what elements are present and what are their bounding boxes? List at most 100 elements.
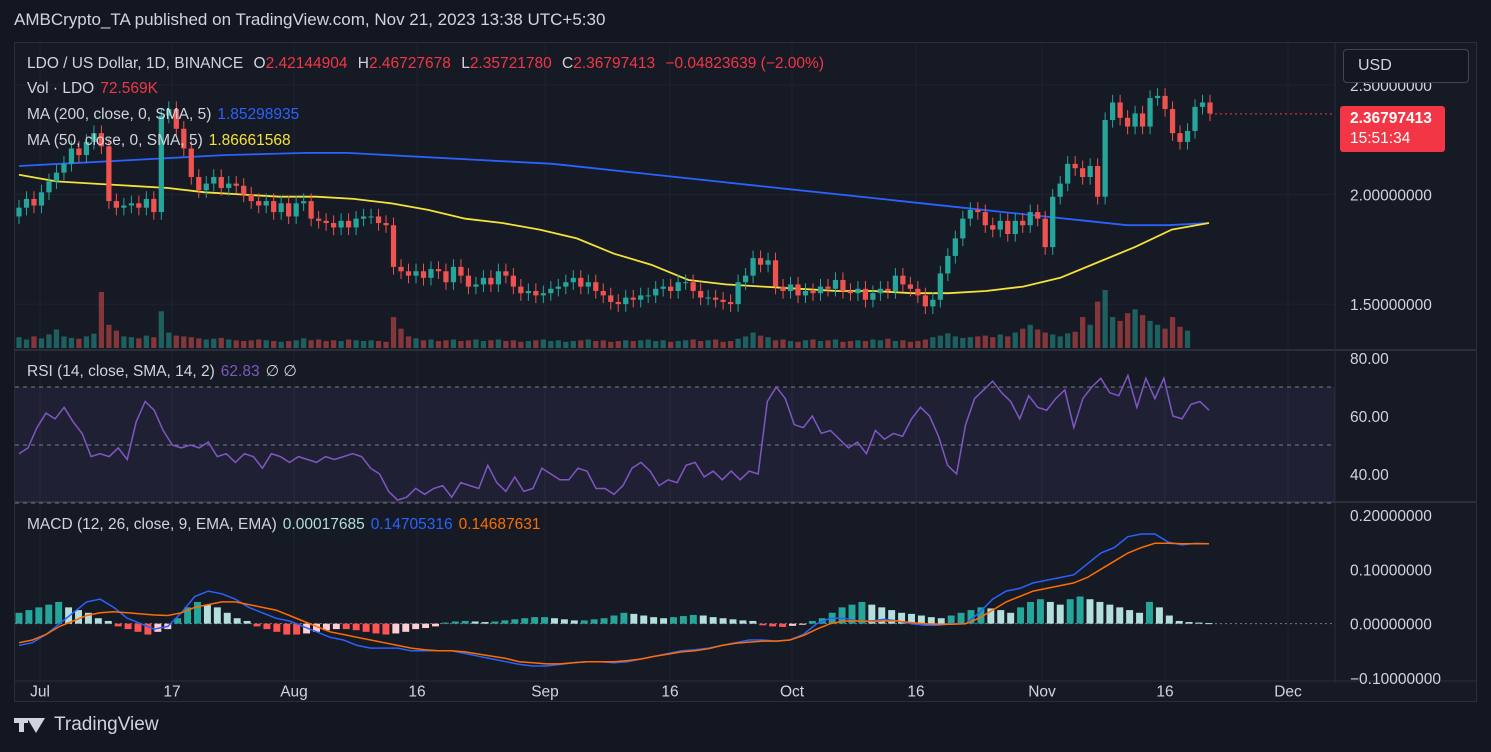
candle xyxy=(563,282,569,287)
macd-histogram-bar xyxy=(699,615,707,624)
macd-histogram-bar xyxy=(134,623,142,632)
candle xyxy=(31,198,37,206)
macd-histogram-bar xyxy=(620,612,628,624)
macd-histogram-bar xyxy=(1205,623,1213,625)
candle xyxy=(967,209,973,219)
candle xyxy=(757,258,764,265)
volume-bar xyxy=(271,341,277,348)
candle xyxy=(413,271,419,276)
macd-histogram-bar xyxy=(1165,615,1173,624)
x-tick-label: 16 xyxy=(1156,683,1173,700)
macd-histogram-bar xyxy=(25,610,33,624)
volume-bar xyxy=(1027,324,1033,348)
volume-bar xyxy=(1042,332,1048,348)
volume-bar xyxy=(847,341,854,348)
candle xyxy=(533,291,539,296)
macd-histogram-bar xyxy=(75,610,82,624)
volume-bar xyxy=(158,311,164,348)
candle xyxy=(16,207,22,217)
macd-histogram-bar xyxy=(848,604,856,624)
macd-histogram-bar xyxy=(372,623,380,634)
x-tick-label: Jul xyxy=(30,683,50,700)
ma200-legend[interactable]: MA (200, close, 0, SMA, 5) 1.85298935 xyxy=(27,106,305,124)
macd-histogram-bar xyxy=(541,617,549,624)
candle xyxy=(203,183,209,191)
candle xyxy=(158,115,164,213)
volume-bar xyxy=(248,340,254,348)
candle xyxy=(862,288,869,300)
macd-histogram-bar xyxy=(184,607,192,624)
volume-bar xyxy=(518,341,524,348)
volume-bar xyxy=(405,336,412,348)
x-tick-label: 16 xyxy=(661,683,678,700)
volume-bar xyxy=(495,339,502,348)
candle xyxy=(1020,220,1026,226)
candle xyxy=(1147,98,1153,127)
macd-histogram-bar xyxy=(1096,601,1104,624)
last-price-tag: 2.36797413 15:51:34 xyxy=(1340,106,1445,152)
volume-bar xyxy=(338,341,344,348)
volume-bar xyxy=(675,341,681,348)
macd-histogram-bar xyxy=(560,619,568,624)
rsi-label: RSI (14, close, SMA, 14, 2) xyxy=(27,363,215,380)
ma200-line xyxy=(18,152,1210,227)
volume-bar xyxy=(76,338,82,348)
volume-bar xyxy=(952,336,958,348)
macd-histogram-bar xyxy=(679,616,687,624)
macd-histogram-bar xyxy=(45,604,53,624)
volume-bar xyxy=(1177,326,1183,348)
volume-bar xyxy=(286,341,292,348)
footer-brand[interactable]: TradingView xyxy=(14,714,159,736)
rsi-legend[interactable]: RSI (14, close, SMA, 14, 2) 62.83 ∅ ∅ xyxy=(27,362,303,381)
symbol-label[interactable]: LDO / US Dollar, 1D, BINANCE xyxy=(27,55,244,72)
volume-bar xyxy=(578,340,584,348)
volume-bar xyxy=(121,336,127,348)
candle xyxy=(593,282,599,291)
candle xyxy=(1132,113,1138,127)
macd-histogram-bar xyxy=(769,623,777,627)
volume-bar xyxy=(892,341,899,348)
chart-frame[interactable]: Jul 17 Aug 16 Sep 16 Oct 16 Nov 16 Dec 2.50000000 2.… xyxy=(14,42,1477,702)
macd-legend[interactable]: MACD (12, 26, close, 9, EMA, EMA) 0.00017… xyxy=(27,516,546,534)
candle xyxy=(83,141,90,156)
chart-canvas[interactable]: Jul 17 Aug 16 Sep 16 Oct 16 Nov 16 Dec2.500000002.… xyxy=(15,43,1477,702)
volume-bar xyxy=(256,339,262,348)
macd-histogram-bar xyxy=(481,622,489,624)
volume-bar xyxy=(780,339,786,348)
volume-bar xyxy=(630,341,636,348)
volume-bar xyxy=(151,337,157,348)
currency-button[interactable]: USD xyxy=(1343,49,1469,83)
candle xyxy=(840,280,846,291)
ma50-legend[interactable]: MA (50, close, 0, SMA, 5) 1.86661568 xyxy=(27,132,297,150)
candle xyxy=(188,148,194,177)
candle xyxy=(1012,220,1018,234)
candle xyxy=(375,216,382,224)
candle xyxy=(390,225,397,267)
volume-bar xyxy=(188,337,194,348)
candle xyxy=(608,295,614,302)
volume-bar xyxy=(353,340,359,348)
macd-signal-line xyxy=(18,542,1209,665)
candle xyxy=(488,277,494,285)
macd-histogram-bar xyxy=(739,620,747,624)
candle xyxy=(885,288,891,291)
macd-histogram-bar xyxy=(997,610,1005,624)
high-label: H xyxy=(357,55,369,72)
candle xyxy=(76,148,82,156)
candle xyxy=(600,291,606,296)
macd-histogram-bar xyxy=(789,623,796,626)
volume-bar xyxy=(31,336,37,348)
main-legend: LDO / US Dollar, 1D, BINANCE O2.42144904… xyxy=(27,55,830,73)
candle xyxy=(38,192,45,206)
macd-histogram-bar xyxy=(313,623,320,632)
candle xyxy=(503,271,509,276)
macd-histogram-bar xyxy=(1066,599,1074,624)
candle xyxy=(907,284,913,289)
volume-bar xyxy=(510,340,516,348)
candle xyxy=(653,288,659,296)
volume-legend[interactable]: Vol · LDO 72.569K xyxy=(27,80,164,98)
volume-bar xyxy=(765,337,771,348)
candle xyxy=(585,282,591,287)
volume-bar xyxy=(922,339,928,348)
macd-histogram-bar xyxy=(233,618,241,624)
